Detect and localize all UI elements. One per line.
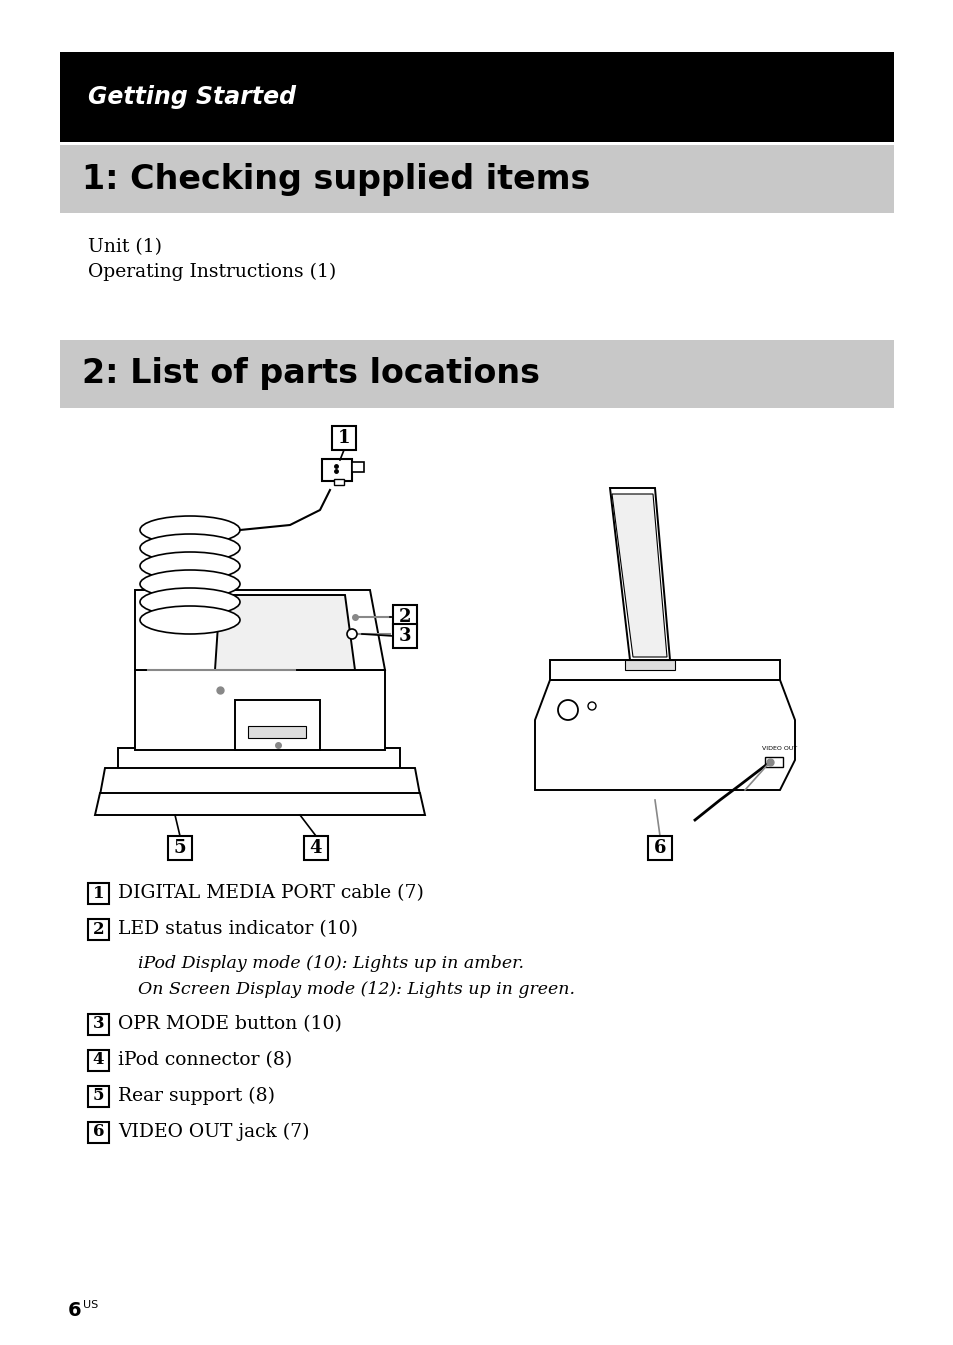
Bar — [393, 624, 416, 648]
Ellipse shape — [140, 607, 240, 633]
Ellipse shape — [140, 551, 240, 580]
Text: 3: 3 — [398, 627, 411, 646]
Bar — [304, 837, 328, 859]
Bar — [60, 340, 893, 408]
Circle shape — [587, 702, 596, 710]
Text: 3: 3 — [92, 1015, 104, 1033]
Polygon shape — [234, 699, 319, 751]
Text: US: US — [83, 1301, 98, 1310]
Text: VIDEO OUT jack (7): VIDEO OUT jack (7) — [118, 1123, 309, 1141]
Polygon shape — [612, 494, 666, 656]
Polygon shape — [135, 670, 385, 751]
Bar — [624, 660, 675, 670]
Bar — [332, 426, 355, 451]
Bar — [60, 52, 893, 143]
Text: 1: 1 — [92, 885, 104, 901]
Bar — [322, 459, 352, 482]
Ellipse shape — [140, 588, 240, 616]
Bar — [88, 882, 109, 904]
Text: On Screen Display mode (12): Lights up in green.: On Screen Display mode (12): Lights up i… — [138, 982, 575, 998]
Bar — [60, 145, 893, 213]
Text: Rear support (8): Rear support (8) — [118, 1087, 274, 1106]
Ellipse shape — [140, 570, 240, 599]
Text: 1: 1 — [337, 429, 350, 447]
Bar — [88, 1049, 109, 1071]
Text: OPR MODE button (10): OPR MODE button (10) — [118, 1015, 341, 1033]
Text: 5: 5 — [92, 1088, 104, 1104]
Bar — [764, 757, 782, 767]
Text: iPod Display mode (10): Lights up in amber.: iPod Display mode (10): Lights up in amb… — [138, 955, 523, 971]
Text: 6: 6 — [92, 1123, 104, 1141]
Bar — [647, 837, 671, 859]
Bar — [88, 1085, 109, 1107]
Circle shape — [347, 629, 356, 639]
Text: 5: 5 — [173, 839, 186, 857]
Ellipse shape — [140, 516, 240, 543]
Text: Unit (1): Unit (1) — [88, 238, 162, 256]
Bar — [352, 461, 364, 472]
Text: 2: 2 — [92, 920, 104, 937]
Bar — [88, 1014, 109, 1034]
Bar — [393, 605, 416, 629]
Polygon shape — [118, 748, 399, 769]
Bar — [88, 919, 109, 940]
Text: Operating Instructions (1): Operating Instructions (1) — [88, 264, 335, 281]
Text: 1: Checking supplied items: 1: Checking supplied items — [82, 163, 590, 195]
Text: 4: 4 — [92, 1052, 104, 1068]
Bar — [334, 479, 344, 486]
Text: 4: 4 — [310, 839, 322, 857]
Polygon shape — [609, 488, 669, 660]
Text: DIGITAL MEDIA PORT cable (7): DIGITAL MEDIA PORT cable (7) — [118, 884, 423, 902]
Text: 2: 2 — [398, 608, 411, 625]
Text: LED status indicator (10): LED status indicator (10) — [118, 920, 357, 937]
Bar — [248, 726, 306, 738]
Text: VIDEO OUT: VIDEO OUT — [761, 746, 797, 751]
Bar — [168, 837, 192, 859]
Polygon shape — [135, 590, 385, 670]
Bar — [88, 1122, 109, 1142]
Circle shape — [558, 699, 578, 720]
Polygon shape — [550, 660, 780, 681]
Text: 6: 6 — [653, 839, 665, 857]
Text: 6: 6 — [68, 1301, 82, 1319]
Polygon shape — [214, 594, 355, 670]
Text: 2: List of parts locations: 2: List of parts locations — [82, 358, 539, 390]
Ellipse shape — [140, 534, 240, 562]
Polygon shape — [95, 794, 424, 815]
Polygon shape — [535, 681, 794, 790]
Text: Getting Started: Getting Started — [88, 85, 295, 109]
Text: iPod connector (8): iPod connector (8) — [118, 1050, 292, 1069]
Polygon shape — [100, 768, 419, 795]
